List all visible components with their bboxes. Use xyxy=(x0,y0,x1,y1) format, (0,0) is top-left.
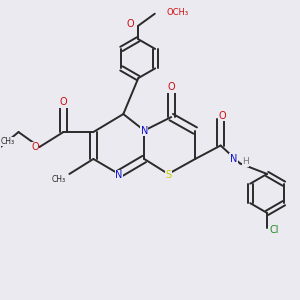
Text: CH₃: CH₃ xyxy=(1,137,15,146)
Text: N: N xyxy=(141,125,148,136)
Text: O: O xyxy=(127,19,135,29)
Text: Cl: Cl xyxy=(270,225,279,235)
Text: O: O xyxy=(167,82,175,92)
Text: O: O xyxy=(218,111,226,121)
Text: S: S xyxy=(165,170,171,181)
Text: H: H xyxy=(242,158,249,166)
Text: N: N xyxy=(115,170,122,181)
Text: O: O xyxy=(31,142,39,152)
Text: N: N xyxy=(230,154,237,164)
Text: O: O xyxy=(60,97,67,107)
Text: OCH₃: OCH₃ xyxy=(166,8,188,17)
Text: CH₃: CH₃ xyxy=(52,175,66,184)
